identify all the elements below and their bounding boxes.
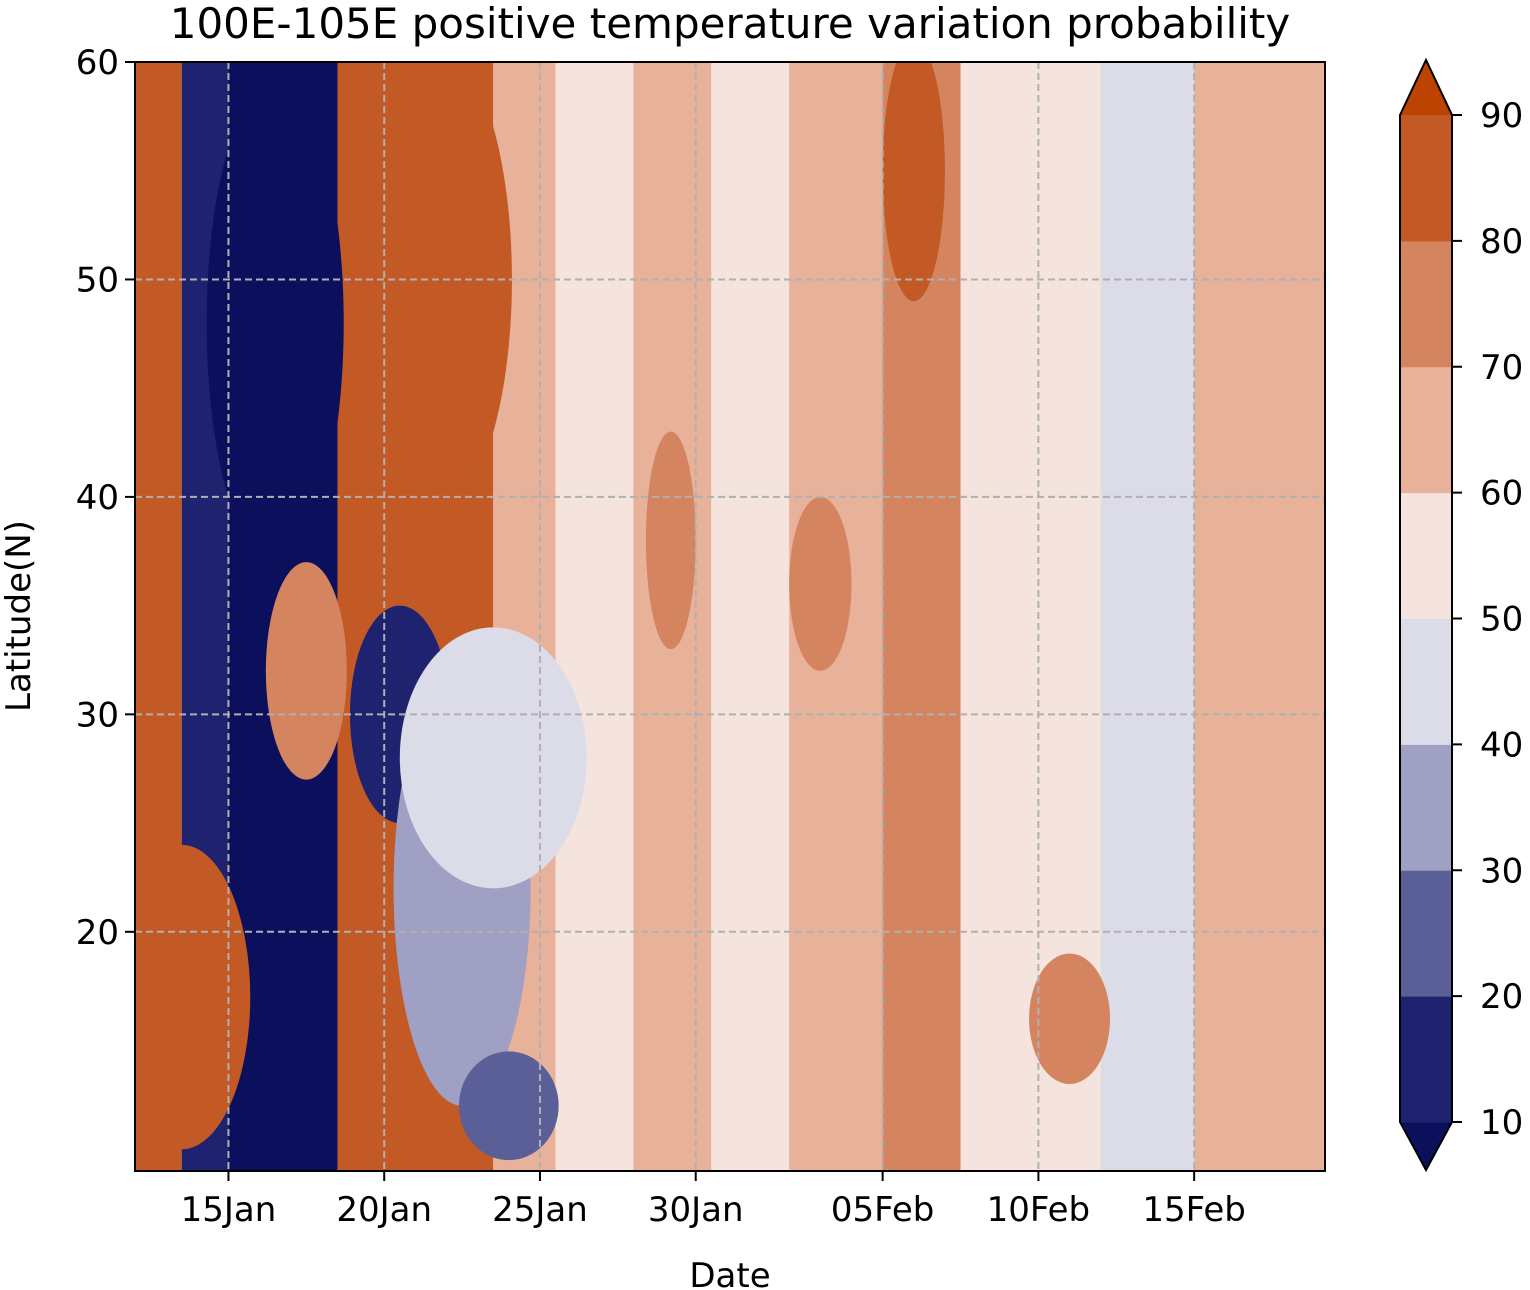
colorbar-tick-label: 90 — [1480, 96, 1523, 136]
contour-band-7 — [711, 62, 790, 1171]
colorbar-swatch-80-90 — [1400, 115, 1452, 242]
y-tick-label: 50 — [76, 260, 119, 300]
x-tick-label: 05Feb — [831, 1190, 934, 1230]
colorbar-swatch-60-70 — [1400, 366, 1452, 494]
contour-blob-orange-feb-top — [882, 62, 945, 302]
colorbar-swatch-40-50 — [1400, 618, 1452, 745]
x-tick-label: 15Feb — [1142, 1190, 1245, 1230]
colorbar-swatch-10-20 — [1400, 996, 1452, 1123]
contour-blob-red-left-mid — [265, 562, 347, 780]
x-tick-label: 20Jan — [336, 1190, 432, 1230]
contour-blob-lightblue-mid — [399, 627, 587, 889]
contour-blob-orange-feb — [789, 496, 852, 671]
x-tick-label: 10Feb — [987, 1190, 1090, 1230]
y-tick-label: 40 — [76, 478, 119, 518]
colorbar-tick-label: 70 — [1480, 348, 1523, 388]
y-axis: 20 30 40 50 60 — [76, 43, 135, 953]
y-axis-title: Latitude(N) — [0, 520, 39, 712]
contour-blob-orange-10feb — [1029, 953, 1111, 1085]
colorbar-tick-label: 50 — [1480, 600, 1523, 640]
colorbar-swatch-50-60 — [1400, 492, 1452, 619]
colorbar-tick-label: 40 — [1480, 725, 1523, 765]
colorbar-swatch-70-80 — [1400, 240, 1452, 368]
x-axis-title: Date — [689, 1256, 770, 1290]
contour-blob-orange-center — [645, 431, 696, 650]
chart-title: 100E-105E positive temperature variation… — [170, 0, 1291, 48]
colorbar-tick-label: 20 — [1480, 977, 1523, 1017]
colorbar-tick-label: 80 — [1480, 222, 1523, 262]
x-axis: 15Jan 20Jan 25Jan 30Jan 05Feb 10Feb 15Feb — [181, 1171, 1246, 1230]
contour-field — [135, 62, 1325, 1171]
y-tick-label: 30 — [76, 695, 119, 735]
colorbar-tick-label: 60 — [1480, 474, 1523, 514]
contour-blob-dark-red-upper — [349, 62, 512, 519]
y-tick-label: 20 — [76, 913, 119, 953]
contour-band-5 — [555, 62, 634, 1171]
contour-blob-blue-bottom — [458, 1051, 559, 1161]
colorbar-tick-label: 30 — [1480, 851, 1523, 891]
contour-blob-dark-blue-upper — [206, 83, 344, 563]
colorbar-extend-bottom — [1400, 1122, 1452, 1170]
contour-blob-lightblue-feb — [1100, 83, 1164, 389]
contour-blob-red-left-lower — [135, 844, 251, 1150]
colorbar-swatch-20-30 — [1400, 870, 1452, 997]
colorbar: 10 20 30 40 50 60 70 80 90 — [1399, 57, 1523, 1173]
colorbar-swatch-30-40 — [1400, 744, 1452, 871]
x-tick-label: 15Jan — [181, 1190, 277, 1230]
x-tick-label: 30Jan — [648, 1190, 744, 1230]
x-tick-label: 25Jan — [492, 1190, 588, 1230]
colorbar-tick-label: 10 — [1480, 1103, 1523, 1143]
contour-band-12 — [1194, 62, 1325, 1171]
colorbar-extend-top — [1400, 60, 1452, 115]
plot-frame — [134, 61, 1326, 1172]
y-tick-label: 60 — [76, 43, 119, 83]
